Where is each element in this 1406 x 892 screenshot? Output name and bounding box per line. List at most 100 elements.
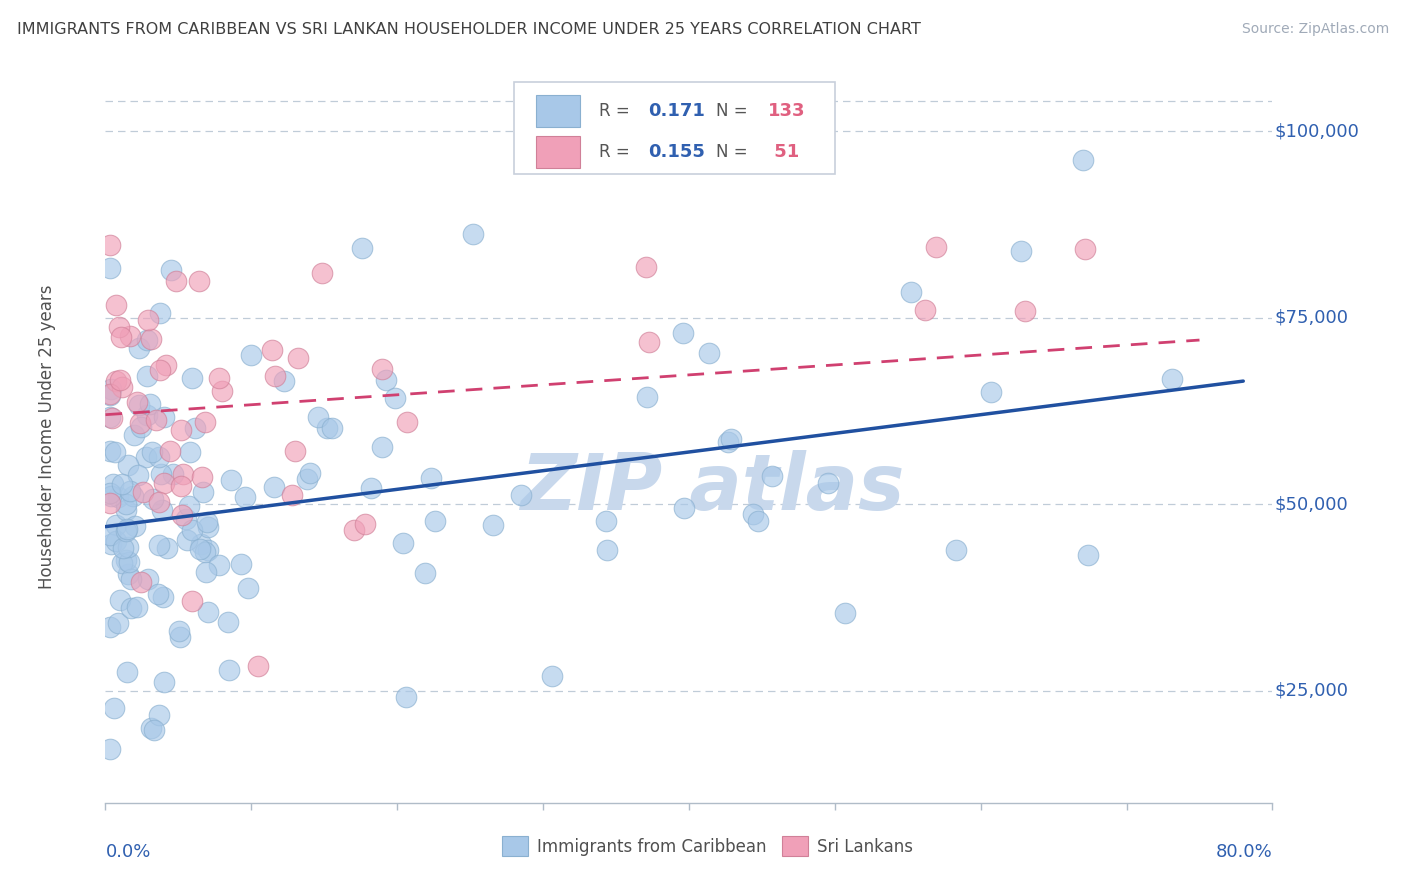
Point (194, 565, 217, 579)
Point (155, 358, 177, 372)
Point (236, 581, 259, 595)
Point (136, 313, 159, 327)
Point (129, 419, 152, 434)
Point (761, 469, 783, 483)
Point (107, 491, 129, 505)
Text: 0.155: 0.155 (648, 143, 704, 161)
Point (101, 410, 124, 425)
Point (482, 518, 505, 533)
Point (423, 514, 446, 528)
Point (139, 332, 162, 346)
Point (194, 545, 217, 559)
Point (145, 413, 167, 427)
Point (191, 470, 214, 484)
Point (120, 600, 142, 615)
Point (136, 368, 159, 383)
Point (1074, 242, 1097, 256)
FancyBboxPatch shape (536, 136, 581, 168)
Point (311, 266, 333, 280)
Point (509, 488, 531, 502)
Point (104, 533, 127, 548)
Point (1071, 153, 1094, 167)
Point (595, 514, 617, 528)
Point (391, 535, 413, 549)
Point (167, 624, 190, 639)
Point (115, 665, 138, 680)
Point (596, 542, 619, 557)
Point (1010, 244, 1032, 259)
Text: R =: R = (599, 143, 636, 161)
Point (98, 409, 121, 424)
Point (115, 497, 138, 511)
Point (384, 392, 406, 406)
Point (1160, 372, 1182, 386)
Point (110, 373, 132, 387)
Point (321, 420, 343, 434)
Point (117, 458, 139, 472)
Text: ZIP atlas: ZIP atlas (520, 450, 904, 526)
Point (150, 503, 173, 517)
Point (117, 540, 139, 554)
Text: Householder Income Under 25 years: Householder Income Under 25 years (38, 285, 56, 590)
Point (240, 348, 263, 362)
Point (149, 362, 172, 376)
Point (747, 514, 769, 528)
Point (179, 445, 201, 459)
Text: Immigrants from Caribbean: Immigrants from Caribbean (537, 838, 766, 855)
Point (98, 485, 121, 500)
Point (1077, 548, 1099, 562)
Point (195, 515, 218, 529)
Point (121, 489, 143, 503)
Point (284, 444, 307, 458)
Point (217, 615, 239, 629)
Point (153, 674, 176, 689)
Point (98, 742, 121, 756)
Point (672, 326, 695, 340)
Point (108, 320, 131, 334)
Point (98, 496, 121, 510)
Point (817, 475, 839, 490)
Point (900, 285, 922, 300)
Point (541, 669, 564, 683)
Point (100, 537, 122, 551)
Point (110, 330, 132, 344)
Point (118, 329, 141, 343)
Point (181, 523, 204, 537)
FancyBboxPatch shape (502, 836, 527, 856)
Point (720, 433, 742, 447)
Point (112, 541, 135, 555)
Point (697, 345, 720, 359)
Point (166, 274, 188, 288)
Point (395, 690, 418, 705)
Point (636, 390, 658, 404)
Point (945, 542, 967, 557)
FancyBboxPatch shape (515, 82, 835, 174)
Point (316, 420, 339, 434)
Point (124, 519, 146, 533)
Text: 51: 51 (768, 143, 800, 161)
Point (672, 501, 695, 516)
Point (153, 409, 176, 424)
Point (183, 421, 205, 435)
Point (104, 444, 127, 458)
Point (191, 484, 214, 499)
Point (138, 572, 160, 586)
Point (307, 409, 329, 424)
Point (197, 543, 219, 558)
Point (111, 476, 134, 491)
Point (98, 387, 121, 401)
Point (135, 450, 157, 465)
Point (180, 594, 202, 608)
Point (190, 541, 212, 556)
Point (350, 241, 373, 255)
Point (152, 476, 174, 491)
Point (105, 518, 128, 533)
Point (110, 593, 132, 607)
Point (169, 630, 191, 644)
Point (132, 485, 155, 500)
Point (717, 435, 740, 450)
Text: R =: R = (599, 103, 636, 120)
Point (980, 384, 1002, 399)
Point (103, 701, 125, 715)
Point (139, 721, 162, 735)
